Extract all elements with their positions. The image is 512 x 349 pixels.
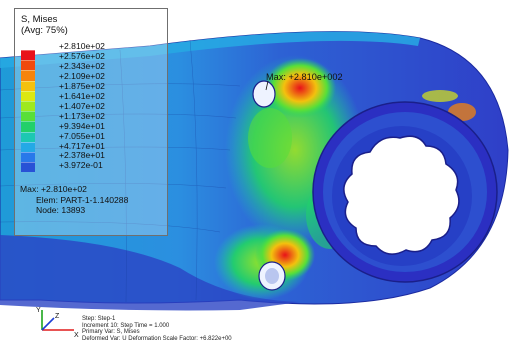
legend-tick: +1.875e+02	[59, 80, 105, 91]
legend-max-element: Elem: PART-1-1.140288	[36, 194, 129, 205]
primary-var-line: Primary Var: S, Mises	[82, 329, 140, 336]
triad-x-label: X	[74, 332, 79, 338]
max-stress-callout: Max: +2.810e+002	[266, 72, 343, 82]
triad-z-label: Z	[55, 313, 60, 320]
legend-max-info: Max: +2.810e+02 Elem: PART-1-1.140288 No…	[20, 184, 128, 216]
legend-band	[21, 111, 35, 122]
legend-max-value: Max: +2.810e+02	[20, 184, 87, 194]
legend-band	[21, 60, 35, 71]
legend-color-bands	[21, 50, 35, 173]
legend-tick: +3.972e-01	[59, 160, 103, 171]
legend-tick: +1.173e+02	[59, 110, 105, 121]
legend-tick: +9.394e+01	[59, 120, 105, 131]
legend-tick-labels: +2.810e+02 +2.576e+02 +2.343e+02 +2.109e…	[59, 41, 105, 171]
legend-tick: +4.717e+01	[59, 140, 105, 151]
legend-tick: +2.378e+01	[59, 150, 105, 161]
legend-band	[21, 162, 35, 173]
legend-band	[21, 141, 35, 152]
legend-subtitle: (Avg: 75%)	[21, 25, 68, 36]
legend-tick: +7.055e+01	[59, 130, 105, 141]
contour-legend: S, Mises (Avg: 75%) +2.810e+02 +2.576e+0…	[14, 8, 168, 236]
legend-band	[21, 50, 35, 61]
legend-tick: +1.407e+02	[59, 100, 105, 111]
step-line: Step: Step-1	[82, 316, 116, 322]
step-info: Step: Step-1 Increment 10: Step Time = 1…	[82, 316, 232, 342]
legend-band	[21, 151, 35, 163]
legend-tick: +1.641e+02	[59, 90, 105, 101]
legend-title: S, Mises	[21, 14, 58, 25]
deformed-var-line: Deformed Var: U Deformation Scale Factor…	[82, 335, 232, 342]
coordinate-triad-icon: X Y Z	[36, 307, 79, 338]
step-increment-line: Increment 10: Step Time = 1.000	[82, 322, 170, 329]
legend-band	[21, 121, 35, 132]
legend-tick: +2.576e+02	[59, 50, 105, 61]
legend-tick: +2.810e+02	[59, 41, 105, 51]
triad-y-label: Y	[36, 307, 41, 314]
legend-max-node: Node: 13893	[36, 205, 86, 215]
legend-tick: +2.109e+02	[59, 70, 105, 81]
legend-band	[21, 80, 35, 91]
legend-tick: +2.343e+02	[59, 60, 105, 71]
legend-band	[21, 70, 35, 81]
legend-band	[21, 100, 35, 112]
legend-band	[21, 90, 35, 101]
legend-band	[21, 131, 35, 142]
